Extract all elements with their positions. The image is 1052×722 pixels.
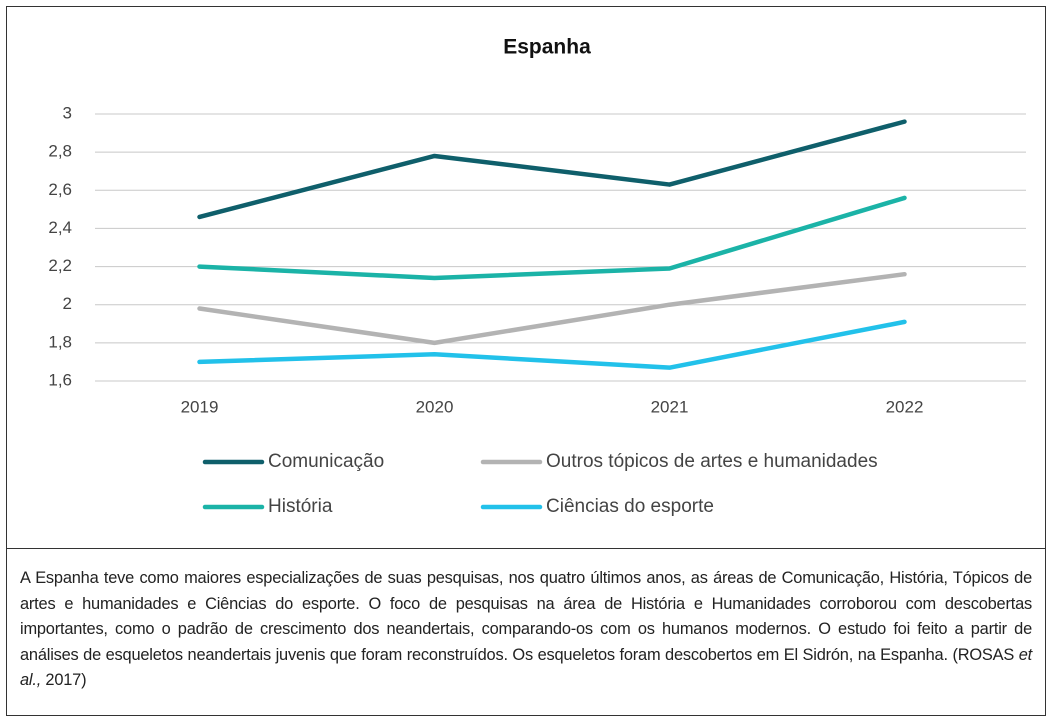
x-tick-label: 2021 <box>651 397 689 416</box>
caption: A Espanha teve como maiores especializaç… <box>20 566 1032 694</box>
series-line <box>197 119 907 220</box>
legend-label: História <box>268 496 333 517</box>
y-tick-label: 2,2 <box>48 256 72 275</box>
caption-end: 2017) <box>41 671 87 689</box>
y-tick-label: 2,6 <box>48 180 72 199</box>
y-tick-label: 3 <box>63 103 72 122</box>
y-tick-label: 1,8 <box>48 332 72 351</box>
frame <box>6 6 1046 716</box>
y-tick-label: 2,8 <box>48 142 72 161</box>
x-tick-label: 2020 <box>416 397 454 416</box>
caption-text: A Espanha teve como maiores especializaç… <box>20 569 1032 664</box>
legend-label: Comunicação <box>268 451 384 472</box>
y-tick-label: 1,6 <box>48 370 72 389</box>
chart-title: Espanha <box>503 36 591 59</box>
y-tick-label: 2,4 <box>48 218 72 237</box>
legend-label: Outros tópicos de artes e humanidades <box>546 451 878 472</box>
legend-label: Ciências do esporte <box>546 496 714 517</box>
y-tick-label: 2 <box>63 294 72 313</box>
x-tick-label: 2019 <box>181 397 219 416</box>
x-tick-label: 2022 <box>886 397 924 416</box>
series-line <box>197 195 907 281</box>
series-line <box>197 319 907 370</box>
caption-emphasis: et al., <box>20 645 1032 690</box>
series-line <box>197 271 907 346</box>
